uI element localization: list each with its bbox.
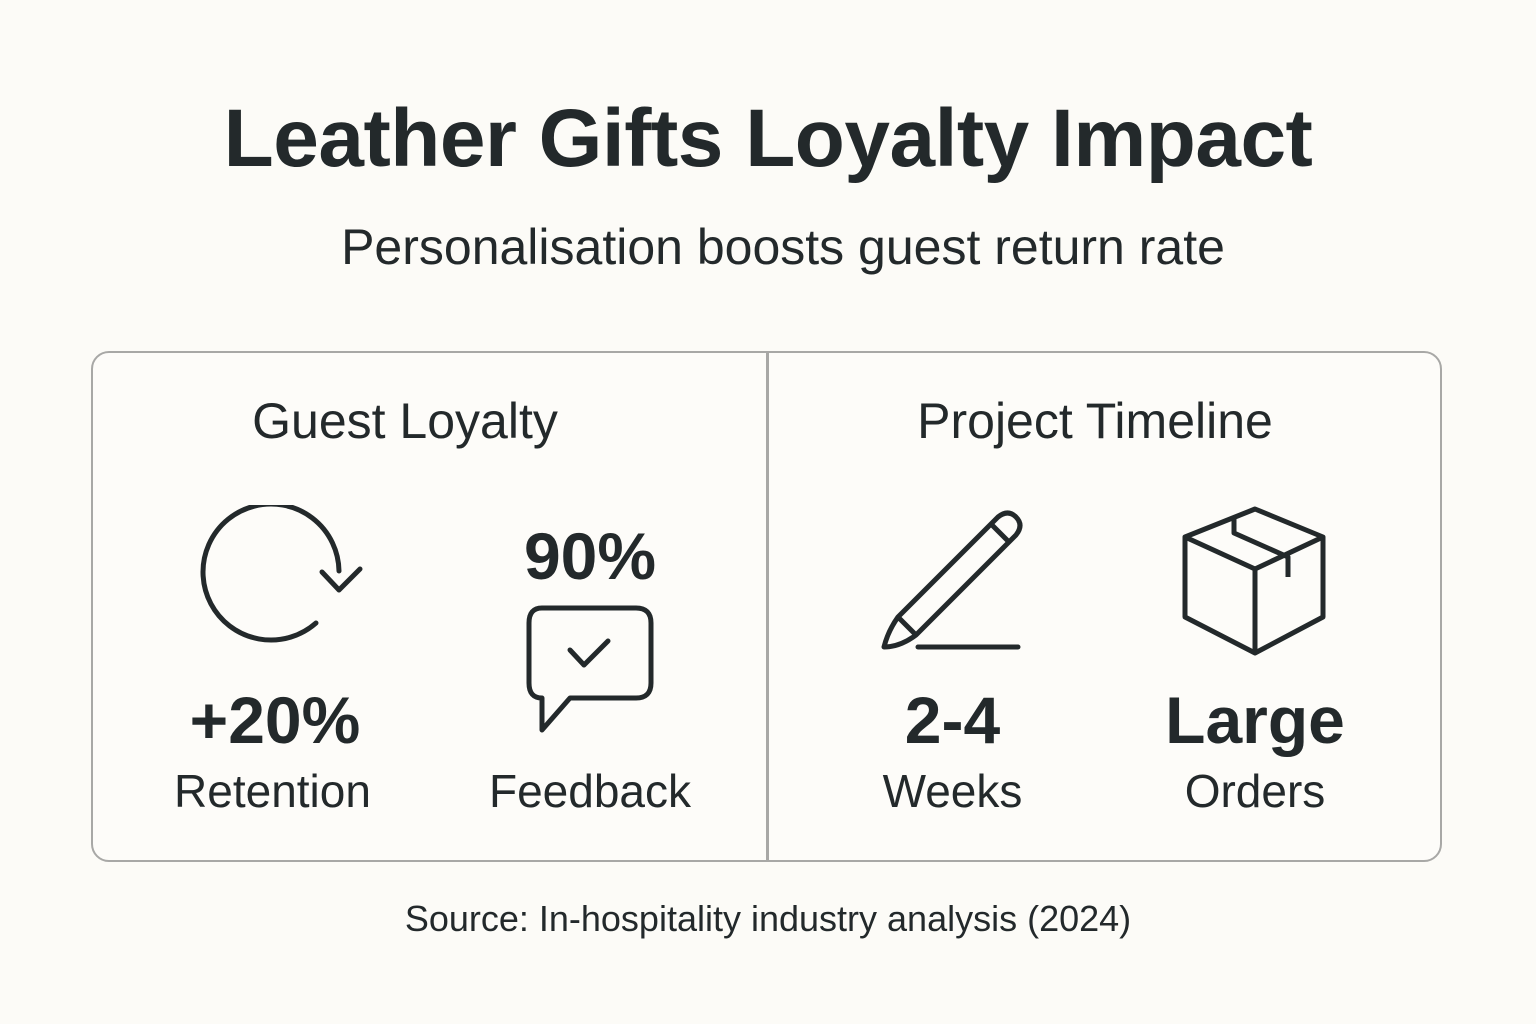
page-title: Leather Gifts Loyalty Impact: [223, 93, 1313, 184]
feedback-value: 90%: [523, 519, 657, 593]
retention-label: Retention: [174, 765, 371, 817]
source-note: Source: In-hospitality industry analysis…: [404, 898, 1132, 939]
timeline-value: 2-4: [904, 683, 1001, 757]
page-subtitle: Personalisation boosts guest return rate: [341, 219, 1225, 275]
section-title-project-timeline: Project Timeline: [917, 393, 1273, 449]
box-icon: [1182, 506, 1326, 656]
order-size-label: Orders: [1184, 765, 1326, 817]
pencil-icon: [881, 510, 1023, 650]
section-divider: [766, 351, 769, 862]
section-title-guest-loyalty: Guest Loyalty: [252, 393, 558, 449]
timeline-label: Weeks: [882, 765, 1023, 817]
chat-check-icon: [526, 605, 654, 733]
order-size-value: Large: [1165, 683, 1345, 757]
feedback-label: Feedback: [488, 765, 691, 817]
retention-value: +20%: [189, 683, 361, 757]
refresh-cycle-icon: [200, 505, 363, 643]
